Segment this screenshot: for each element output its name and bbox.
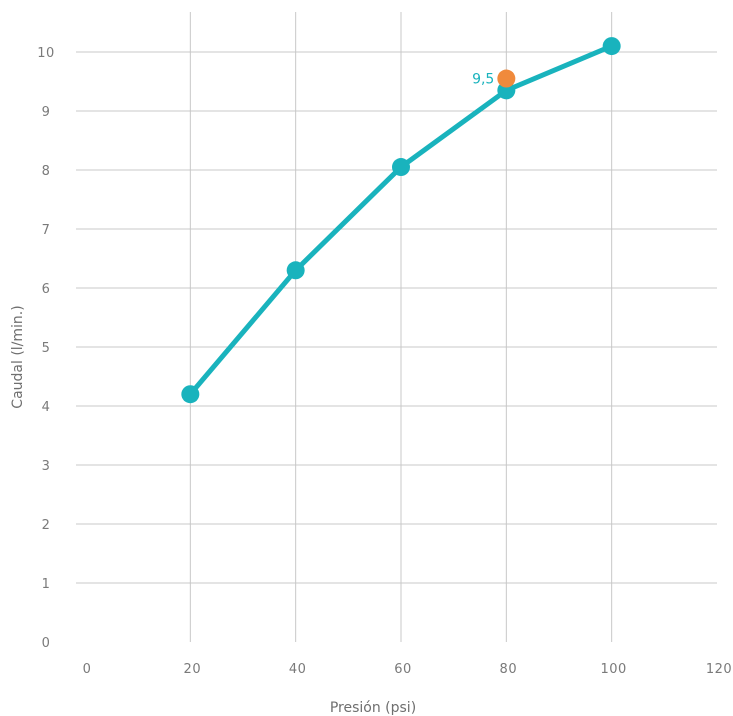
y-tick-label-0: 0: [42, 636, 51, 651]
data-point-60: [392, 158, 410, 177]
data-point-40: [286, 261, 305, 280]
y-tick-label-2: 2: [42, 518, 51, 533]
y-tick-label-4: 4: [42, 400, 51, 415]
y-tick-label-9: 9: [42, 105, 51, 120]
highlight-layer: 9,5: [472, 69, 516, 88]
x-tick-label-120: 120: [706, 662, 732, 677]
y-tick-label-8: 8: [42, 164, 51, 179]
highlight-label: 9,5: [472, 72, 494, 88]
x-tick-label-40: 40: [289, 662, 307, 677]
x-tick-label-80: 80: [500, 662, 518, 677]
y-axis-title: Caudal (l/min.): [10, 305, 26, 408]
highlight-point: [497, 69, 516, 88]
x-tick-label-100: 100: [601, 662, 627, 677]
data-point-100: [602, 37, 621, 56]
y-tick-label-7: 7: [42, 223, 51, 238]
y-tick-label-6: 6: [42, 282, 51, 297]
y-tick-label-5: 5: [42, 341, 51, 356]
y-tick-label-1: 1: [42, 577, 51, 592]
y-tick-label-3: 3: [42, 459, 51, 474]
x-tick-label-60: 60: [394, 662, 412, 677]
data-point-20: [181, 385, 200, 404]
x-tick-label-0: 0: [83, 662, 92, 677]
x-axis-title: Presión (psi): [330, 700, 416, 716]
x-tick-label-20: 20: [184, 662, 202, 677]
y-tick-label-10: 10: [37, 46, 55, 61]
grid-lines: [76, 12, 717, 642]
